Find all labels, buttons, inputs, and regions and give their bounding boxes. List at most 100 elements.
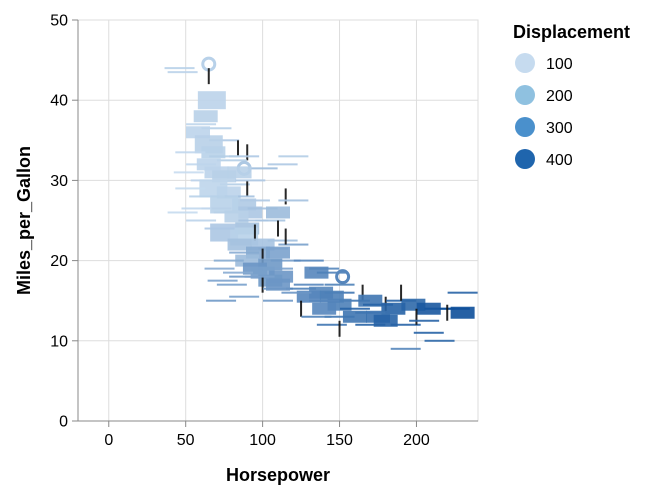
data-point [267, 163, 298, 166]
data-point [324, 315, 355, 318]
data-point [207, 279, 238, 282]
data-point [246, 144, 249, 161]
data-point [390, 323, 421, 326]
data-point [204, 227, 235, 230]
data-point [227, 238, 252, 251]
data-point [227, 166, 252, 179]
data-point [400, 284, 403, 301]
x-tick-label: 50 [177, 432, 195, 449]
data-point [229, 155, 260, 158]
data-point [450, 306, 475, 319]
data-point [284, 228, 287, 245]
data-point [300, 300, 303, 317]
data-point [278, 199, 309, 202]
data-point [213, 211, 244, 214]
data-point [167, 211, 198, 214]
data-point [173, 171, 204, 174]
data-point [386, 299, 417, 302]
data-point [253, 224, 256, 241]
data-point [246, 180, 249, 197]
data-point [186, 123, 217, 126]
data-point [293, 259, 324, 262]
data-point [263, 267, 293, 270]
data-point [316, 271, 347, 274]
data-point [206, 299, 237, 302]
data-point [216, 283, 247, 286]
data-point [281, 291, 312, 294]
x-axis-title: Horsepower [226, 465, 330, 485]
data-point [309, 299, 340, 302]
y-tick-label: 0 [59, 414, 68, 431]
data-point [201, 127, 232, 130]
legend-label: 400 [546, 152, 573, 169]
data-point [277, 220, 279, 237]
data-point [223, 271, 253, 274]
data-point [261, 248, 264, 265]
data-point [304, 266, 329, 279]
data-point [207, 68, 210, 85]
data-point [204, 267, 235, 270]
data-point [415, 308, 418, 325]
y-tick-label: 40 [50, 93, 68, 110]
legend-label: 100 [546, 56, 573, 73]
data-point [216, 159, 247, 162]
legend-label: 200 [546, 88, 573, 105]
data-point [312, 302, 337, 315]
data-point [201, 207, 232, 210]
data-point [181, 207, 212, 210]
data-point [229, 251, 260, 254]
data-point [186, 219, 217, 222]
data-point [255, 219, 286, 222]
data-point [164, 67, 195, 70]
data-point [296, 290, 321, 303]
y-tick-label: 50 [50, 13, 68, 30]
data-point [324, 283, 355, 286]
data-point [413, 331, 444, 334]
data-point [373, 314, 398, 327]
data-point [224, 195, 255, 198]
data-point [266, 278, 290, 291]
data-point [339, 307, 370, 310]
data-point [235, 179, 266, 182]
y-tick-label: 10 [50, 333, 68, 350]
data-point [229, 295, 260, 298]
data-point [189, 195, 220, 198]
x-tick-label: 200 [403, 432, 430, 449]
data-point [355, 311, 386, 314]
data-point [316, 323, 347, 326]
data-point [219, 183, 250, 186]
data-point [196, 158, 221, 171]
data-point [278, 155, 309, 158]
data-point [409, 319, 440, 322]
data-point [278, 243, 309, 246]
data-point [238, 219, 269, 222]
data-point [338, 320, 341, 337]
data-point [247, 167, 278, 170]
data-point [390, 347, 421, 350]
y-tick-label: 20 [50, 253, 68, 270]
y-tick-label: 30 [50, 173, 68, 190]
data-point [261, 276, 264, 293]
data-point [175, 151, 206, 154]
data-point [213, 259, 244, 262]
data-point [175, 187, 206, 190]
data-point [361, 284, 364, 301]
data-point [447, 291, 478, 294]
data-point [197, 91, 226, 110]
data-point [358, 294, 383, 307]
legend-swatch [515, 85, 535, 105]
data-point [342, 310, 367, 323]
x-tick-label: 100 [249, 432, 276, 449]
data-point [335, 269, 351, 285]
data-point [266, 206, 290, 219]
data-point [209, 139, 240, 142]
data-point [209, 155, 240, 158]
data-point [270, 259, 301, 262]
legend-label: 300 [546, 120, 573, 137]
data-point [301, 315, 332, 318]
x-tick-label: 0 [104, 432, 113, 449]
data-point [237, 140, 239, 157]
data-marks [164, 56, 478, 350]
data-point [363, 303, 393, 306]
